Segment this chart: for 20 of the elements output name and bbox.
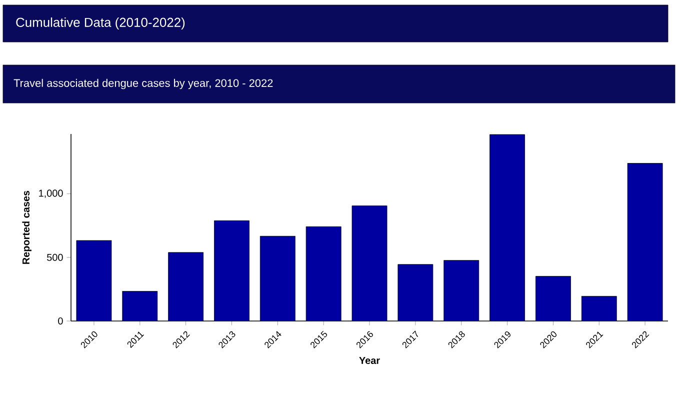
y-axis-title: Reported cases <box>22 190 32 264</box>
bar <box>398 264 434 321</box>
bar <box>168 252 204 321</box>
chart-title: Cumulative Data (2010-2022) <box>16 17 185 30</box>
bar <box>536 276 571 321</box>
y-tick-label: 500 <box>47 254 63 261</box>
chart-subtitle: Travel associated dengue cases by year, 2010 - 2022 <box>14 78 273 90</box>
bar <box>490 134 525 321</box>
bar <box>214 220 250 321</box>
y-tick-label: 1,000 <box>39 190 63 198</box>
bar <box>76 240 112 321</box>
bar <box>260 236 296 321</box>
bar <box>444 260 480 321</box>
x-axis-title: Year <box>359 357 380 364</box>
y-tick-label: 0 <box>58 317 63 325</box>
bar <box>306 226 342 321</box>
bar <box>352 206 388 321</box>
bar <box>122 291 158 321</box>
bar <box>627 163 663 321</box>
bar <box>581 296 617 321</box>
